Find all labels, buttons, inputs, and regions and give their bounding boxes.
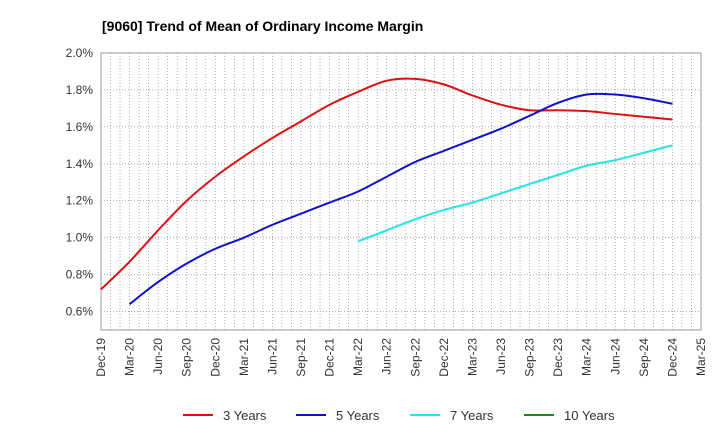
- y-tick-label: 1.2%: [66, 194, 94, 208]
- legend: 3 Years 5 Years 7 Years 10 Years: [183, 408, 615, 423]
- series-line-3-years: [100, 77, 673, 291]
- y-axis: 0.6% 0.8% 1.0% 1.2% 1.4% 1.6% 1.8% 2.0%: [66, 46, 94, 319]
- x-tick-label: Jun-23: [494, 338, 508, 375]
- x-tick-label: Jun-21: [265, 338, 279, 375]
- legend-label-10-years: 10 Years: [564, 408, 615, 423]
- x-tick-label: Sep-24: [637, 338, 651, 377]
- x-tick-label: Mar-23: [465, 338, 479, 376]
- x-tick-label: Mar-22: [351, 338, 365, 376]
- y-tick-label: 1.0%: [66, 231, 94, 245]
- x-axis: Dec-19 Mar-20 Jun-20 Sep-20 Dec-20 Mar-21 Jun-…: [94, 338, 708, 377]
- x-tick-label: Dec-21: [323, 338, 337, 377]
- x-tick-label: Sep-23: [523, 338, 537, 377]
- chart-title: [9060] Trend of Mean of Ordinary Income …: [102, 18, 423, 34]
- x-tick-label: Sep-22: [408, 338, 422, 377]
- series-line-5-years: [128, 92, 673, 305]
- legend-label-3-years: 3 Years: [223, 408, 267, 423]
- y-tick-label: 1.4%: [66, 157, 94, 171]
- legend-label-7-years: 7 Years: [450, 408, 494, 423]
- series-line-7-years: [357, 144, 673, 243]
- x-tick-label: Dec-19: [94, 338, 108, 377]
- x-tick-label: Sep-20: [180, 338, 194, 377]
- y-tick-label: 2.0%: [66, 46, 94, 60]
- plot-area: [100, 52, 702, 331]
- x-tick-label: Mar-20: [123, 338, 137, 376]
- x-tick-label: Mar-24: [580, 338, 594, 376]
- x-tick-label: Mar-21: [237, 338, 251, 376]
- grid: [101, 53, 701, 330]
- x-tick-label: Dec-20: [208, 338, 222, 377]
- y-tick-label: 1.8%: [66, 83, 94, 97]
- x-tick-label: Jun-24: [608, 338, 622, 375]
- series-lines: [100, 77, 673, 305]
- y-tick-label: 1.6%: [66, 120, 94, 134]
- y-tick-label: 0.6%: [66, 305, 94, 319]
- x-tick-label: Dec-24: [665, 338, 679, 377]
- x-tick-label: Jun-20: [151, 338, 165, 375]
- x-tick-label: Dec-22: [437, 338, 451, 377]
- legend-label-5-years: 5 Years: [336, 408, 380, 423]
- x-tick-label: Mar-25: [694, 338, 708, 376]
- x-tick-label: Sep-21: [294, 338, 308, 377]
- x-tick-label: Jun-22: [380, 338, 394, 375]
- x-tick-label: Dec-23: [551, 338, 565, 377]
- y-tick-label: 0.8%: [66, 268, 94, 282]
